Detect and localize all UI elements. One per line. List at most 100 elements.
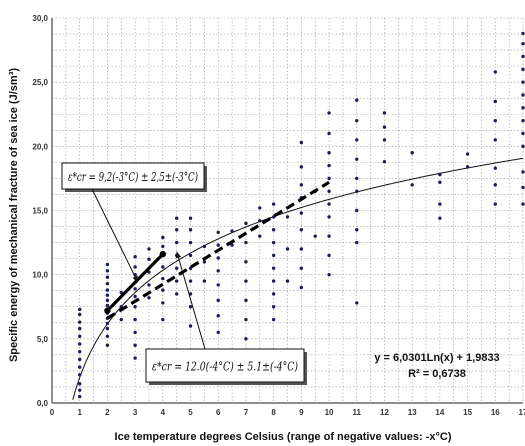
data-point — [355, 240, 359, 245]
data-point — [327, 131, 331, 136]
x-tick-label: 13 — [408, 408, 417, 417]
data-point — [244, 279, 248, 283]
data-point — [299, 285, 304, 290]
data-point — [78, 357, 82, 362]
x-tick-label: 12 — [380, 408, 389, 417]
data-point — [299, 247, 304, 251]
data-point — [216, 298, 220, 303]
data-point — [355, 176, 359, 181]
data-point — [133, 255, 137, 259]
data-point — [244, 298, 248, 303]
data-point — [299, 165, 304, 169]
data-point — [493, 183, 497, 187]
trendline-layer — [72, 157, 524, 400]
data-point — [521, 131, 525, 136]
trendline-r-squared: R² = 0,6738 — [408, 368, 466, 380]
y-tick-label: 30,0 — [32, 14, 48, 23]
data-point — [299, 228, 304, 232]
data-point — [493, 118, 497, 123]
x-tick-label: 2 — [105, 408, 110, 417]
data-point — [382, 138, 387, 142]
data-point — [202, 260, 207, 264]
data-point — [174, 216, 179, 220]
data-point — [105, 281, 110, 286]
data-point — [465, 152, 470, 156]
data-point — [244, 240, 248, 245]
x-tick-label: 0 — [50, 408, 55, 417]
data-point — [174, 228, 179, 232]
x-tick-label: 8 — [271, 408, 276, 417]
data-point — [188, 228, 193, 232]
data-point — [438, 172, 442, 177]
data-point — [327, 189, 331, 193]
data-point — [327, 151, 331, 155]
data-point — [244, 317, 248, 322]
data-point — [133, 294, 137, 299]
data-point — [161, 288, 165, 292]
annotation-arrow — [91, 188, 139, 283]
log-trendline — [72, 157, 524, 400]
data-point — [105, 334, 110, 338]
data-point — [216, 256, 220, 260]
data-point — [133, 343, 137, 347]
data-point — [119, 317, 123, 322]
data-point — [216, 283, 220, 287]
data-point — [493, 70, 497, 74]
data-point — [258, 219, 262, 223]
data-point — [521, 144, 525, 149]
data-point — [174, 266, 179, 270]
data-point — [271, 228, 276, 232]
data-point — [521, 106, 525, 110]
y-tick-label: 5,0 — [37, 335, 49, 344]
data-point — [271, 253, 276, 258]
data-point — [147, 257, 151, 261]
data-point — [244, 260, 248, 264]
annotation-box — [145, 348, 305, 383]
annotation-arrowhead — [132, 275, 138, 283]
data-point — [438, 202, 442, 206]
x-tick-label: 6 — [216, 408, 221, 417]
data-point — [521, 67, 525, 72]
data-point — [521, 93, 525, 97]
data-point — [521, 185, 525, 190]
x-tick-label: 1 — [77, 408, 82, 417]
data-point — [521, 80, 525, 84]
data-point — [188, 240, 193, 245]
data-point — [271, 215, 276, 219]
data-point — [465, 165, 470, 169]
data-point — [78, 334, 82, 338]
data-point — [285, 215, 290, 219]
data-point — [244, 221, 248, 226]
data-point — [78, 388, 82, 392]
data-point — [258, 206, 262, 210]
data-point — [78, 373, 82, 377]
data-point — [105, 326, 110, 331]
x-tick-label: 14 — [435, 408, 444, 417]
grid — [51, 17, 524, 404]
data-point — [230, 243, 234, 247]
data-point — [133, 356, 137, 360]
data-point — [355, 118, 359, 123]
segment-endpoint — [104, 307, 111, 314]
solid-segment-line — [106, 253, 164, 312]
data-point — [105, 293, 110, 297]
data-point — [202, 244, 207, 249]
trendline-equation: y = 6,0301Ln(x) + 1,9833 — [374, 352, 499, 364]
data-point — [161, 301, 165, 305]
annotation-arrow — [176, 251, 206, 350]
data-point — [271, 292, 276, 296]
data-point — [327, 272, 331, 277]
x-tick-label: 11 — [353, 408, 362, 417]
data-point — [493, 166, 497, 170]
data-point — [202, 279, 207, 283]
data-point — [161, 244, 165, 249]
data-point — [355, 208, 359, 213]
data-point — [78, 349, 82, 354]
data-point — [521, 118, 525, 123]
data-points — [78, 31, 525, 399]
x-tick-label: 9 — [299, 408, 304, 417]
dashed-segment-line — [106, 180, 330, 320]
data-point — [299, 140, 304, 145]
data-point — [327, 234, 331, 238]
